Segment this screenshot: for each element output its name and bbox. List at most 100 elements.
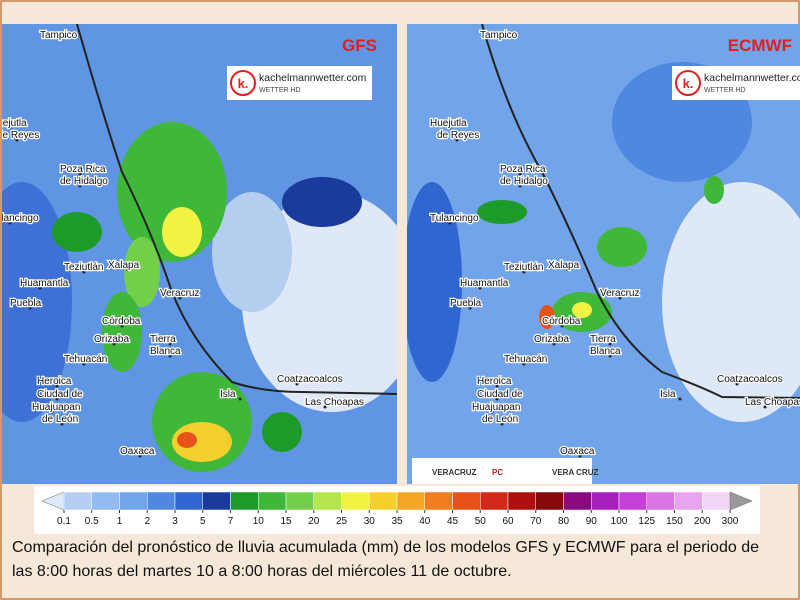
watermark-site: kachelmannwetter.com bbox=[259, 72, 367, 84]
city-dot bbox=[323, 405, 327, 409]
city-label: Orizaba bbox=[94, 334, 129, 345]
colorbar-tick-label: 60 bbox=[502, 516, 514, 527]
city-label: Tierra bbox=[590, 334, 616, 345]
city-dot bbox=[490, 410, 494, 414]
watermark-logo-text: k. bbox=[238, 76, 249, 91]
city-dot bbox=[478, 286, 482, 290]
city-dot bbox=[112, 342, 116, 346]
city-label: Puebla bbox=[10, 298, 42, 309]
city-label: Huejutla bbox=[2, 118, 27, 129]
model-name: GFS bbox=[342, 36, 377, 55]
caption: Comparación del pronóstico de lluvia acu… bbox=[12, 539, 759, 580]
colorbar-swatch bbox=[480, 491, 509, 511]
city-dot bbox=[8, 126, 12, 130]
city-dot bbox=[295, 382, 299, 386]
colorbar-swatch bbox=[369, 491, 398, 511]
colorbar-tick-label: 70 bbox=[530, 516, 542, 527]
sponsor: VERACRUZ bbox=[432, 468, 477, 477]
city-label: Blanca bbox=[590, 346, 621, 357]
city-label: de Reyes bbox=[2, 130, 39, 141]
city-dot bbox=[500, 422, 504, 426]
city-dot bbox=[448, 221, 452, 225]
colorbar-tick-label: 35 bbox=[391, 516, 403, 527]
city-label: Huajuapan bbox=[472, 402, 520, 413]
colorbar-tick-label: 150 bbox=[666, 516, 683, 527]
colorbar-swatch bbox=[202, 491, 231, 511]
colorbar-tick-label: 300 bbox=[722, 516, 739, 527]
colorbar-tick-label: 30 bbox=[364, 516, 376, 527]
city-label: Las Choapas bbox=[745, 397, 800, 408]
colorbar-swatch bbox=[674, 491, 703, 511]
city-label: Isla bbox=[660, 389, 676, 400]
city-dot bbox=[495, 384, 499, 388]
city-dot bbox=[566, 268, 570, 272]
city-label: Huamantla bbox=[460, 278, 509, 289]
colorbar-swatch bbox=[424, 491, 453, 511]
colorbar-swatch bbox=[147, 491, 176, 511]
watermark-logo bbox=[230, 70, 256, 96]
city-dot bbox=[50, 410, 54, 414]
colorbar-tick-label: 3 bbox=[172, 516, 178, 527]
city-dot bbox=[735, 382, 739, 386]
city-dot bbox=[518, 172, 522, 176]
colorbar-tick-label: 5 bbox=[200, 516, 206, 527]
city-label: Puebla bbox=[450, 298, 482, 309]
colorbar-swatch bbox=[341, 491, 370, 511]
city-label: Coatzacoalcos bbox=[277, 374, 343, 385]
city-label: de León bbox=[42, 414, 78, 425]
colorbar-tick-label: 2 bbox=[144, 516, 150, 527]
city-label: Huejutla bbox=[430, 118, 467, 129]
city-label: Córdoba bbox=[102, 316, 141, 327]
watermark-site: kachelmannwetter.com bbox=[704, 72, 800, 84]
colorbar-swatch bbox=[535, 491, 564, 511]
city-label: Isla bbox=[220, 389, 236, 400]
colorbar-tick-label: 100 bbox=[611, 516, 628, 527]
city-label: de Hidalgo bbox=[60, 176, 108, 187]
colorbar-swatch bbox=[563, 491, 592, 511]
city-label: Xalapa bbox=[108, 260, 140, 271]
colorbar-tick-label: 40 bbox=[419, 516, 431, 527]
city-dot bbox=[126, 268, 130, 272]
watermark-sub: WETTER HD bbox=[259, 87, 301, 94]
city-label: de Hidalgo bbox=[500, 176, 548, 187]
city-dot bbox=[78, 172, 82, 176]
colorbar-swatch bbox=[63, 491, 92, 511]
city-label: Tehuacán bbox=[504, 354, 547, 365]
colorbar-tick-label: 125 bbox=[638, 516, 655, 527]
city-dot bbox=[560, 324, 564, 328]
city-label: Veracruz bbox=[600, 288, 639, 299]
city-dot bbox=[578, 454, 582, 458]
colorbar-arrow bbox=[729, 491, 753, 511]
model-name: ECMWF bbox=[728, 36, 792, 55]
city-dot bbox=[518, 184, 522, 188]
sponsor: PC bbox=[492, 468, 503, 477]
colorbar-tick-label: 45 bbox=[447, 516, 459, 527]
city-dot bbox=[618, 296, 622, 300]
city-dot bbox=[138, 454, 142, 458]
colorbar-tick-label: 15 bbox=[280, 516, 292, 527]
colorbar-tick-label: 25 bbox=[336, 516, 348, 527]
city-dot bbox=[238, 397, 242, 401]
city-dot bbox=[522, 270, 526, 274]
city-dot bbox=[468, 306, 472, 310]
city-dot bbox=[678, 397, 682, 401]
city-label: Tierra bbox=[150, 334, 176, 345]
city-label: Ciudad de bbox=[37, 389, 83, 400]
colorbar-swatch bbox=[702, 491, 731, 511]
city-label: Heroica bbox=[477, 376, 512, 387]
city-dot bbox=[8, 221, 12, 225]
city-label: Oaxaca bbox=[120, 446, 155, 457]
watermark-logo-text: k. bbox=[683, 76, 694, 91]
city-label: Veracruz bbox=[160, 288, 199, 299]
colorbar-tick-label: 7 bbox=[228, 516, 234, 527]
city-label: de Reyes bbox=[437, 130, 479, 141]
city-label: Teziutlán bbox=[64, 262, 103, 273]
city-label: Teziutlán bbox=[504, 262, 543, 273]
city-dot bbox=[82, 362, 86, 366]
city-label: Orizaba bbox=[534, 334, 569, 345]
city-dot bbox=[78, 184, 82, 188]
city-dot bbox=[15, 138, 19, 142]
colorbar-swatch bbox=[258, 491, 287, 511]
